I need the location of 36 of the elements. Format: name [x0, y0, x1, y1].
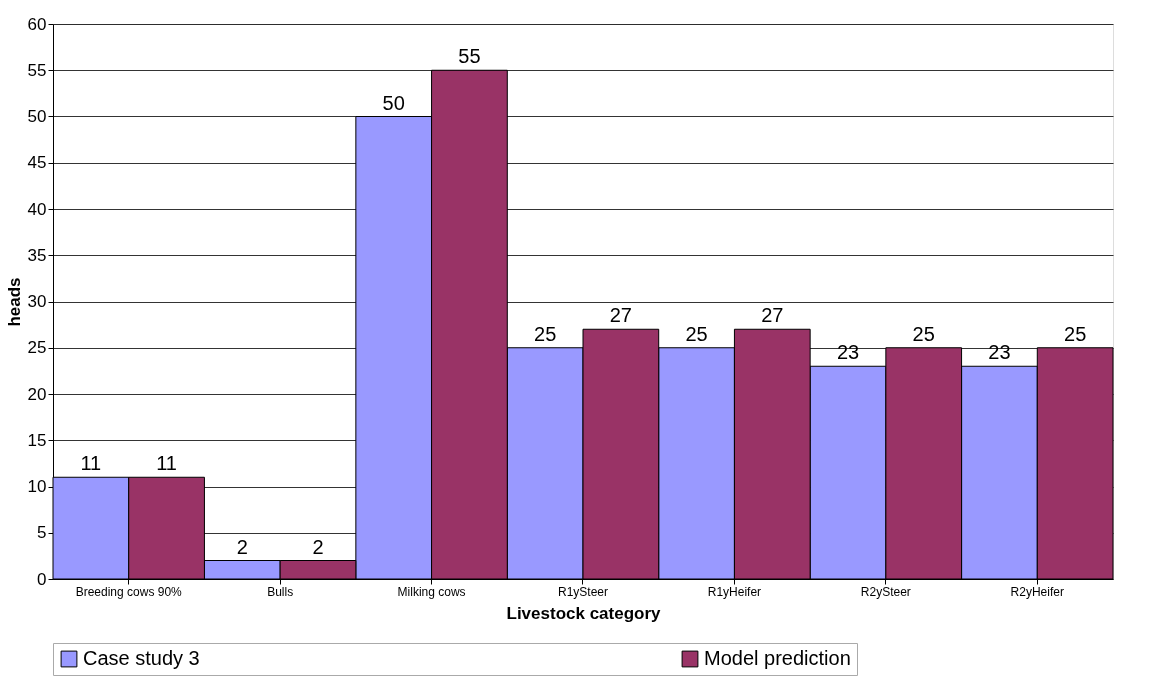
x-tick-label: Breeding cows 90% — [75, 584, 183, 599]
data-label: 27 — [761, 304, 784, 327]
y-tick-label: 25 — [27, 338, 47, 358]
x-axis-title: Livestock category — [506, 603, 662, 623]
data-label: 25 — [912, 322, 935, 345]
y-tick-label: 50 — [27, 107, 47, 126]
data-label: 50 — [382, 91, 405, 114]
x-tick-label: Bulls — [267, 584, 294, 599]
x-tick-label: Milking cows — [397, 584, 466, 599]
data-label: 55 — [458, 45, 481, 68]
x-tick-label: R2yHeifer — [1010, 584, 1064, 599]
y-tick-label: 40 — [27, 199, 47, 219]
y-tick-label: 55 — [27, 60, 47, 80]
data-label: 11 — [156, 452, 177, 475]
y-tick-label: 20 — [27, 384, 47, 404]
y-tick-label: 35 — [27, 245, 47, 265]
y-tick-label: 45 — [27, 153, 47, 173]
legend-label: Case study 3 — [83, 647, 200, 669]
y-axis-title: heads — [4, 277, 24, 327]
x-tick-label: R1yHeifer — [707, 584, 762, 599]
y-tick-label: 5 — [37, 523, 47, 543]
legend-label: Model prediction — [704, 647, 851, 669]
data-label: 25 — [685, 322, 708, 345]
y-tick-label: 10 — [27, 477, 47, 496]
x-tick-label: R2ySteer — [860, 584, 911, 599]
y-tick-label: 0 — [37, 569, 47, 589]
data-label: 11 — [80, 452, 102, 475]
data-label: 2 — [236, 535, 248, 558]
data-label: 25 — [1064, 322, 1087, 345]
y-tick-label: 30 — [27, 292, 47, 311]
y-tick-label: 60 — [27, 14, 47, 34]
data-label: 27 — [609, 304, 632, 327]
x-tick-label: R1ySteer — [557, 584, 609, 599]
data-label: 25 — [534, 322, 557, 345]
data-label: 2 — [312, 535, 324, 558]
y-tick-label: 15 — [27, 430, 47, 450]
